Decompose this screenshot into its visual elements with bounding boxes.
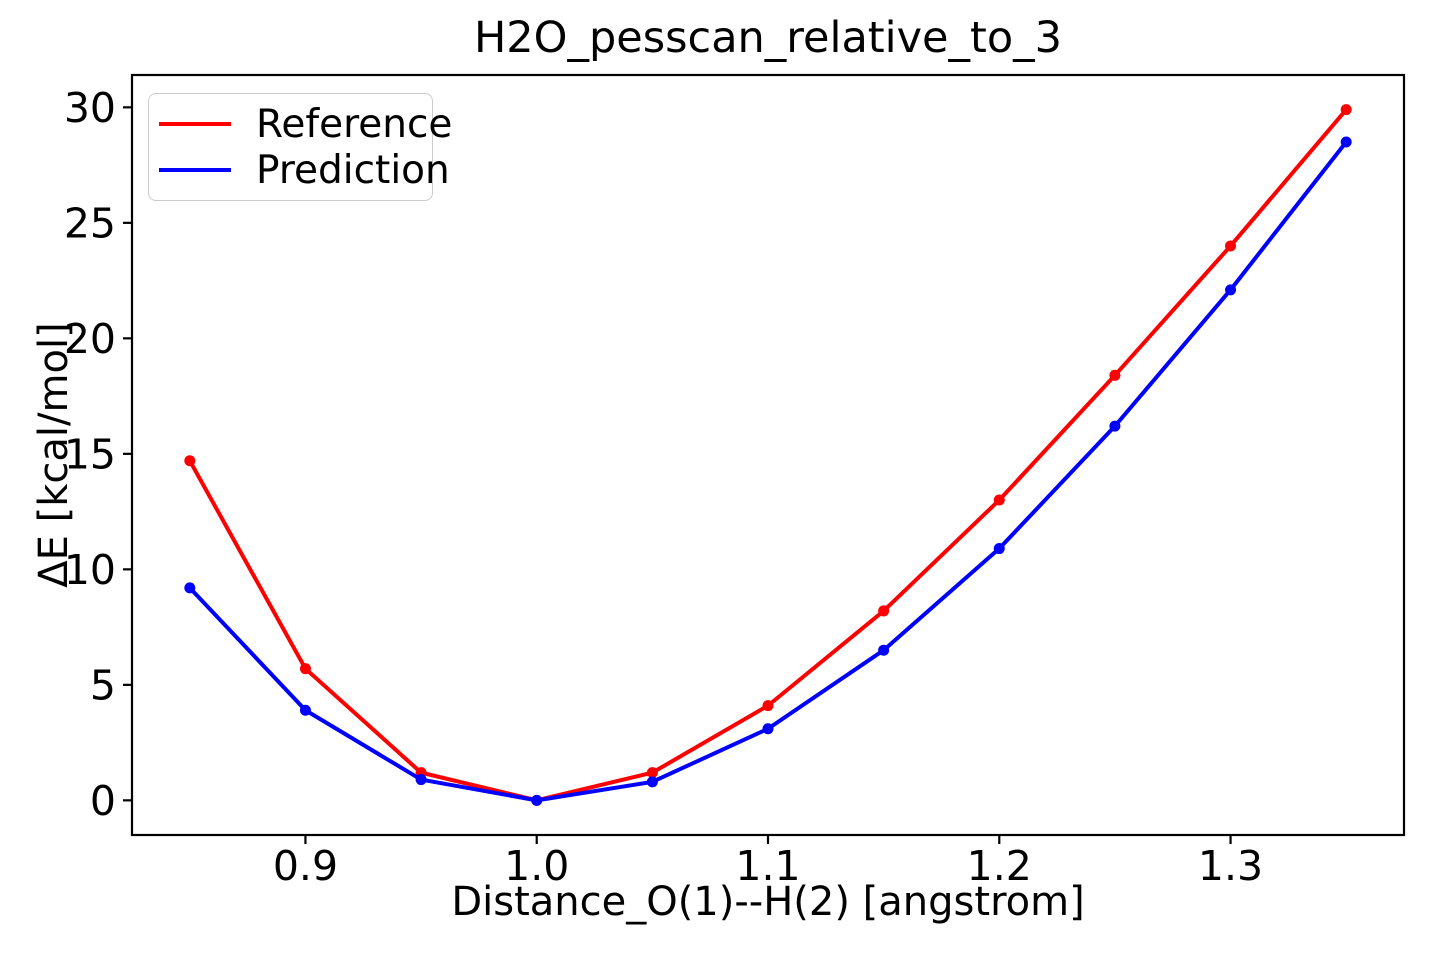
reference-data-point-marker [1340, 104, 1352, 116]
y-tick-label: 15 [64, 430, 116, 478]
x-axis-label: Distance_O(1)--H(2) [angstrom] [451, 879, 1085, 925]
prediction-data-point-marker [762, 723, 774, 735]
legend-label-prediction: Prediction [256, 147, 450, 193]
reference-data-point-marker [762, 700, 774, 712]
reference-data-point-marker [993, 494, 1005, 506]
legend-entry-prediction: Prediction [149, 147, 450, 193]
y-tick-label: 10 [64, 546, 116, 594]
reference-line-swatch [159, 121, 231, 127]
reference-data-point-marker [1109, 369, 1121, 381]
prediction-data-point-marker [646, 776, 658, 788]
x-tick-label: 1.1 [735, 842, 800, 890]
y-tick-label: 5 [90, 661, 116, 709]
prediction-data-point-marker [1225, 284, 1237, 296]
x-tick-label: 1.3 [1198, 842, 1263, 890]
reference-line [187, 107, 1349, 803]
legend-label-reference: Reference [256, 101, 453, 147]
prediction-line-swatch [159, 167, 231, 173]
chart-title: H2O_pesscan_relative_to_3 [473, 13, 1063, 63]
reference-data-point-marker [1225, 240, 1237, 252]
prediction-data-point-marker [299, 704, 311, 716]
legend-entry-reference: Reference [149, 101, 452, 147]
x-tick-label: 1.2 [967, 842, 1032, 890]
prediction-data-point-marker [993, 543, 1005, 555]
x-tick-label: 1.0 [504, 842, 569, 890]
x-tick-label: 0.9 [273, 842, 338, 890]
legend: Reference Prediction [148, 93, 452, 201]
prediction-data-point-marker [1340, 136, 1352, 148]
prediction-data-point-marker [878, 644, 890, 656]
reference-data-point-marker [646, 767, 658, 779]
prediction-data-point-marker [1109, 420, 1121, 432]
y-tick-label: 0 [90, 777, 116, 825]
reference-data-point-marker [299, 663, 311, 675]
y-tick-label: 30 [64, 84, 116, 132]
axes-spines [130, 73, 1406, 837]
y-tick-label: 25 [64, 199, 116, 247]
prediction-data-point-marker [415, 774, 427, 786]
prediction-data-point-marker [531, 794, 543, 806]
reference-data-point-marker [184, 455, 196, 467]
y-tick-label: 20 [64, 315, 116, 363]
prediction-data-point-marker [184, 582, 196, 594]
reference-data-point-marker [878, 605, 890, 617]
y-axis-label: ΔE [kcal/mol] [31, 322, 77, 588]
